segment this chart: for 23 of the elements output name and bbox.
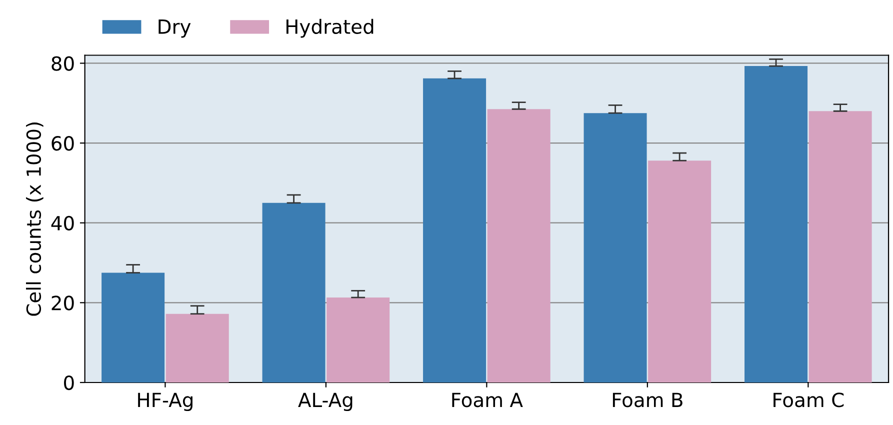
bar xyxy=(102,272,165,382)
bar xyxy=(262,202,326,382)
bar xyxy=(584,113,647,382)
bar xyxy=(423,78,486,382)
x-tick-label: AL-Ag xyxy=(298,392,352,412)
y-tick-label: 80 xyxy=(52,56,74,71)
y-axis-title: Cell counts (x 1000) xyxy=(26,122,44,316)
bar xyxy=(808,111,872,382)
legend-label: Dry xyxy=(158,20,191,38)
y-tick-label: 40 xyxy=(51,216,74,231)
bar xyxy=(648,160,712,382)
bar xyxy=(487,109,550,382)
bar xyxy=(326,297,390,382)
legend-label: Hydrated xyxy=(286,18,374,38)
y-tick-label: 0 xyxy=(64,375,74,390)
y-tick-label: 60 xyxy=(52,136,74,151)
x-tick-label: Foam B xyxy=(612,392,682,408)
x-tick-label: Foam A xyxy=(452,392,523,408)
x-tick-label: Foam C xyxy=(774,392,844,408)
y-tick-label: 20 xyxy=(52,296,74,310)
x-tick-label: HF-Ag xyxy=(138,392,192,412)
bar xyxy=(744,66,808,382)
bar xyxy=(166,314,229,382)
